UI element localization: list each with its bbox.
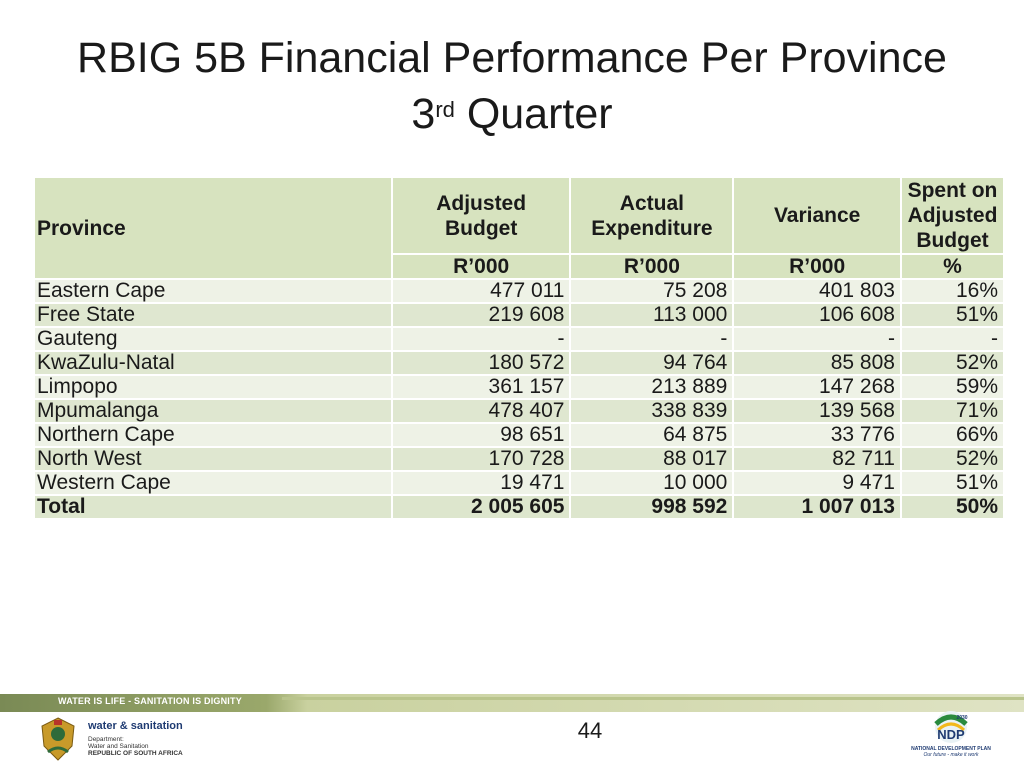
- department-line-2: Water and Sanitation: [88, 743, 149, 750]
- table-cell: 338 839: [569, 398, 735, 424]
- department-logo: water & sanitation Department: Water and…: [36, 716, 211, 762]
- table-cell: 16%: [899, 278, 1006, 304]
- ndp-name: NATIONAL DEVELOPMENT PLAN: [911, 746, 991, 752]
- table-cell: 180 572: [390, 350, 572, 376]
- unit-actual-expenditure: R’000: [569, 253, 735, 280]
- table-row: Eastern Cape 477 011 75 208 401 803 16%: [33, 278, 1006, 304]
- table-cell: 170 728: [390, 446, 572, 472]
- slide-title: RBIG 5B Financial Performance Per Provin…: [0, 30, 1024, 142]
- table-cell: 361 157: [390, 374, 572, 400]
- province-name: North West: [33, 446, 393, 472]
- table-cell: 75 208: [569, 278, 735, 304]
- province-name: Eastern Cape: [33, 278, 393, 304]
- title-quarter-number: 3: [411, 90, 436, 138]
- table-cell: 85 808: [732, 350, 902, 376]
- table-cell: 113 000: [569, 302, 735, 328]
- table-row: North West 170 728 88 017 82 711 52%: [33, 446, 1006, 472]
- header-variance: Variance: [732, 176, 902, 255]
- province-name: Limpopo: [33, 374, 393, 400]
- table-cell: 477 011: [390, 278, 572, 304]
- province-name: KwaZulu-Natal: [33, 350, 393, 376]
- table-cell: 82 711: [732, 446, 902, 472]
- footer-slogan: WATER IS LIFE - SANITATION IS DIGNITY: [58, 696, 242, 706]
- department-line-3: REPUBLIC OF SOUTH AFRICA: [88, 750, 183, 757]
- table-cell: 213 889: [569, 374, 735, 400]
- ndp-logo: NDP 2030 NATIONAL DEVELOPMENT PLAN Our f…: [910, 710, 992, 766]
- ndp-tagline: Our future - make it work: [923, 752, 979, 758]
- table-cell: 71%: [899, 398, 1006, 424]
- table-cell: -: [732, 326, 902, 352]
- table-cell: 219 608: [390, 302, 572, 328]
- header-spent-on-budget: Spent on Adjusted Budget: [899, 176, 1006, 255]
- table-cell: 147 268: [732, 374, 902, 400]
- total-cell: 1 007 013: [732, 494, 902, 520]
- table-cell: 52%: [899, 446, 1006, 472]
- unit-spent-percent: %: [899, 253, 1006, 280]
- ndp-caption: NATIONAL DEVELOPMENT PLAN Our future - m…: [910, 746, 992, 758]
- province-name: Gauteng: [33, 326, 393, 352]
- table-row: Northern Cape 98 651 64 875 33 776 66%: [33, 422, 1006, 448]
- table-cell: 51%: [899, 470, 1006, 496]
- table-cell: 19 471: [390, 470, 572, 496]
- province-name: Northern Cape: [33, 422, 393, 448]
- province-name: Western Cape: [33, 470, 393, 496]
- total-row: Total 2 005 605 998 592 1 007 013 50%: [33, 494, 1006, 520]
- table-cell: 9 471: [732, 470, 902, 496]
- table-cell: -: [390, 326, 572, 352]
- table-cell: 59%: [899, 374, 1006, 400]
- table-cell: -: [569, 326, 735, 352]
- coat-of-arms-icon: [41, 717, 75, 761]
- table-cell: 52%: [899, 350, 1006, 376]
- header-province: Province: [33, 176, 393, 280]
- total-cell: 2 005 605: [390, 494, 572, 520]
- department-title: water & sanitation: [88, 720, 183, 732]
- title-line-2: 3rd Quarter: [0, 86, 1024, 142]
- table-cell: 10 000: [569, 470, 735, 496]
- unit-variance: R’000: [732, 253, 902, 280]
- ndp-year-text: 2030: [956, 715, 967, 721]
- footer-divider: [282, 697, 1024, 700]
- title-line-1: RBIG 5B Financial Performance Per Provin…: [77, 34, 947, 82]
- table-cell: 51%: [899, 302, 1006, 328]
- table-cell: 98 651: [390, 422, 572, 448]
- total-cell: 50%: [899, 494, 1006, 520]
- table-cell: 94 764: [569, 350, 735, 376]
- financial-performance-table: Province Adjusted Budget Actual Expendit…: [33, 176, 1006, 520]
- table-cell: 33 776: [732, 422, 902, 448]
- ndp-mark-text: NDP: [937, 727, 965, 742]
- table-body: Eastern Cape 477 011 75 208 401 803 16% Free …: [33, 278, 1006, 520]
- title-quarter-word: Quarter: [454, 90, 613, 138]
- province-name: Free State: [33, 302, 393, 328]
- ndp-emblem-icon: NDP 2030: [934, 711, 968, 743]
- total-label: Total: [33, 494, 393, 520]
- header-adjusted-budget: Adjusted Budget: [390, 176, 572, 255]
- department-details: Department: Water and Sanitation REPUBLI…: [88, 736, 183, 757]
- table-row: Limpopo 361 157 213 889 147 268 59%: [33, 374, 1006, 400]
- table-cell: 88 017: [569, 446, 735, 472]
- table-cell: -: [899, 326, 1006, 352]
- province-name: Mpumalanga: [33, 398, 393, 424]
- title-quarter-suffix: rd: [435, 97, 455, 122]
- table-cell: 478 407: [390, 398, 572, 424]
- table-row: Free State 219 608 113 000 106 608 51%: [33, 302, 1006, 328]
- table-row: Gauteng - - - -: [33, 326, 1006, 352]
- table-cell: 64 875: [569, 422, 735, 448]
- table-row: KwaZulu-Natal 180 572 94 764 85 808 52%: [33, 350, 1006, 376]
- total-cell: 998 592: [569, 494, 735, 520]
- unit-adjusted-budget: R’000: [390, 253, 572, 280]
- table-row: Western Cape 19 471 10 000 9 471 51%: [33, 470, 1006, 496]
- header-actual-expenditure: Actual Expenditure: [569, 176, 735, 255]
- table-cell: 139 568: [732, 398, 902, 424]
- table-cell: 401 803: [732, 278, 902, 304]
- table-cell: 66%: [899, 422, 1006, 448]
- page-number: 44: [577, 718, 603, 743]
- table-cell: 106 608: [732, 302, 902, 328]
- table-row: Mpumalanga 478 407 338 839 139 568 71%: [33, 398, 1006, 424]
- department-line-1: Department:: [88, 736, 124, 743]
